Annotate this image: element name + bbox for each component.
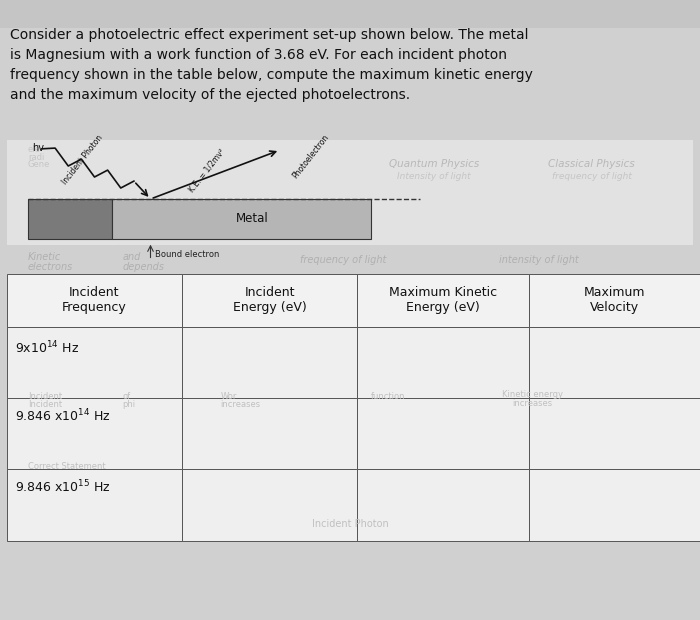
Text: Kinetic: Kinetic <box>28 252 62 262</box>
Text: phi: phi <box>122 400 136 409</box>
Text: Kinetic energy: Kinetic energy <box>501 391 563 399</box>
Text: Bound electron: Bound electron <box>155 250 220 259</box>
Text: increases: increases <box>512 399 552 407</box>
Text: Maximum Kinetic
Energy (eV): Maximum Kinetic Energy (eV) <box>389 286 497 314</box>
Text: ele: ele <box>28 145 41 154</box>
Bar <box>7 274 700 541</box>
Bar <box>182 274 357 327</box>
Text: increases: increases <box>220 400 260 409</box>
Text: Incident
Frequency: Incident Frequency <box>62 286 127 314</box>
Text: Quantum Physics: Quantum Physics <box>389 159 479 169</box>
Text: Incident: Incident <box>28 400 62 409</box>
Text: K.E. = 1/2mv²: K.E. = 1/2mv² <box>187 146 226 193</box>
Text: frequency of light: frequency of light <box>552 172 631 181</box>
Bar <box>528 327 700 398</box>
Bar <box>182 398 357 469</box>
Text: Wor: Wor <box>220 392 237 401</box>
Bar <box>528 469 700 541</box>
Text: Gene: Gene <box>28 161 50 169</box>
Text: radi: radi <box>28 153 44 162</box>
Bar <box>7 140 693 245</box>
Text: electrons: electrons <box>28 262 74 272</box>
Bar <box>357 274 528 327</box>
Text: Metal: Metal <box>236 213 268 225</box>
Text: Consider a photoelectric effect experiment set-up shown below. The metal
is Magn: Consider a photoelectric effect experime… <box>10 28 533 102</box>
Bar <box>7 274 182 327</box>
Bar <box>7 327 182 398</box>
Bar <box>0 0 700 28</box>
Bar <box>7 398 182 469</box>
Bar <box>357 327 528 398</box>
Text: Incident
Energy (eV): Incident Energy (eV) <box>232 286 307 314</box>
Text: Incident Photon: Incident Photon <box>312 519 388 529</box>
Text: 9.846 x10$^{15}$ Hz: 9.846 x10$^{15}$ Hz <box>15 479 111 495</box>
Bar <box>182 469 357 541</box>
Text: frequency of light: frequency of light <box>300 255 386 265</box>
Bar <box>28 199 112 239</box>
Text: Incident Photon: Incident Photon <box>60 133 105 187</box>
Text: Correct Statement: Correct Statement <box>28 462 106 471</box>
Text: depends: depends <box>122 262 164 272</box>
Bar <box>357 398 528 469</box>
Text: Photoelectron: Photoelectron <box>290 133 330 180</box>
Text: intensity of light: intensity of light <box>499 255 579 265</box>
Text: of: of <box>122 392 131 401</box>
Text: and: and <box>122 252 141 262</box>
Text: Incident: Incident <box>28 392 62 401</box>
Text: Maximum
Velocity: Maximum Velocity <box>584 286 645 314</box>
Bar <box>112 199 371 239</box>
Text: hv: hv <box>32 143 45 153</box>
Bar <box>182 327 357 398</box>
Text: function: function <box>371 392 405 401</box>
Text: 9x10$^{14}$ Hz: 9x10$^{14}$ Hz <box>15 340 80 356</box>
Text: 9.846 x10$^{14}$ Hz: 9.846 x10$^{14}$ Hz <box>15 407 111 424</box>
Bar <box>7 469 182 541</box>
Text: Classical Physics: Classical Physics <box>548 159 635 169</box>
Text: Intensity of light: Intensity of light <box>397 172 471 181</box>
Bar <box>357 469 528 541</box>
Bar <box>528 398 700 469</box>
Bar <box>528 274 700 327</box>
